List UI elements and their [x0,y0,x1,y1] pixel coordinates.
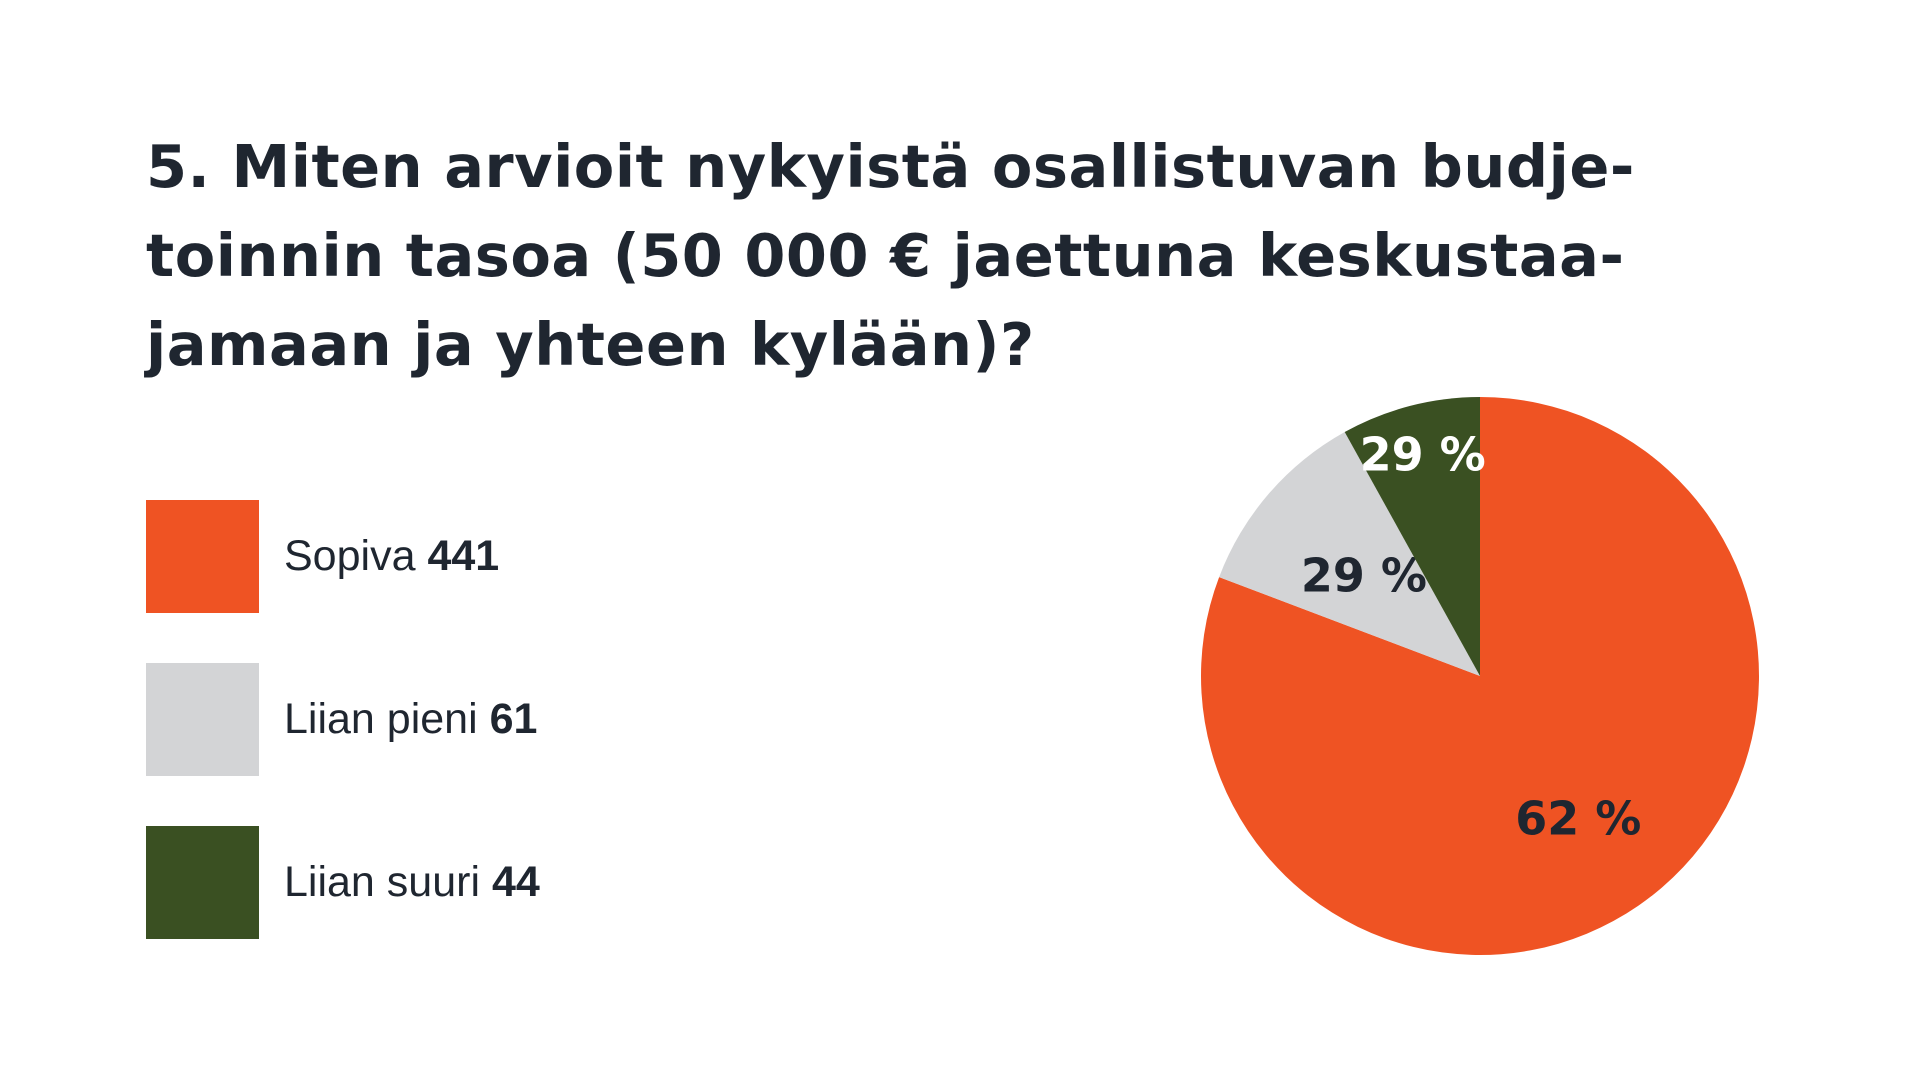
legend-count-liian-pieni: 61 [489,695,538,743]
legend-swatch-sopiva [146,500,259,613]
chart-title: 5. Miten arvioit nykyistä osallistuvan b… [146,122,1746,389]
legend-item-liian-pieni: Liian pieni 61 [146,663,846,776]
legend-item-liian-suuri: Liian suuri 44 [146,826,846,939]
pie-slice-liian-suuri [1344,397,1480,676]
legend-count-sopiva: 441 [427,532,500,580]
pie-label-liian-pieni: 29 % [1301,549,1427,603]
legend-item-sopiva: Sopiva 441 [146,500,846,613]
legend-swatch-liian-suuri [146,826,259,939]
chart-title-line-3: jamaan ja yhteen kylään)? [146,310,1035,379]
chart-title-line-1: 5. Miten arvioit nykyistä osallistuvan b… [146,132,1635,201]
legend-swatch-liian-pieni [146,663,259,776]
pie-label-liian-suuri: 29 % [1360,428,1486,482]
legend-label-liian-pieni: Liian pieni 61 [284,663,537,776]
pie-label-sopiva: 62 % [1515,791,1641,845]
legend-count-liian-suuri: 44 [491,858,540,906]
legend-name-liian-suuri: Liian suuri [284,858,480,906]
chart-title-line-2: toinnin tasoa (50 000 € jaettuna keskust… [146,221,1625,290]
legend-label-liian-suuri: Liian suuri 44 [284,826,540,939]
legend-name-liian-pieni: Liian pieni [284,695,478,743]
legend-name-sopiva: Sopiva [284,532,416,580]
legend-label-sopiva: Sopiva 441 [284,500,499,613]
pie-slice-liian-pieni [1219,432,1480,676]
